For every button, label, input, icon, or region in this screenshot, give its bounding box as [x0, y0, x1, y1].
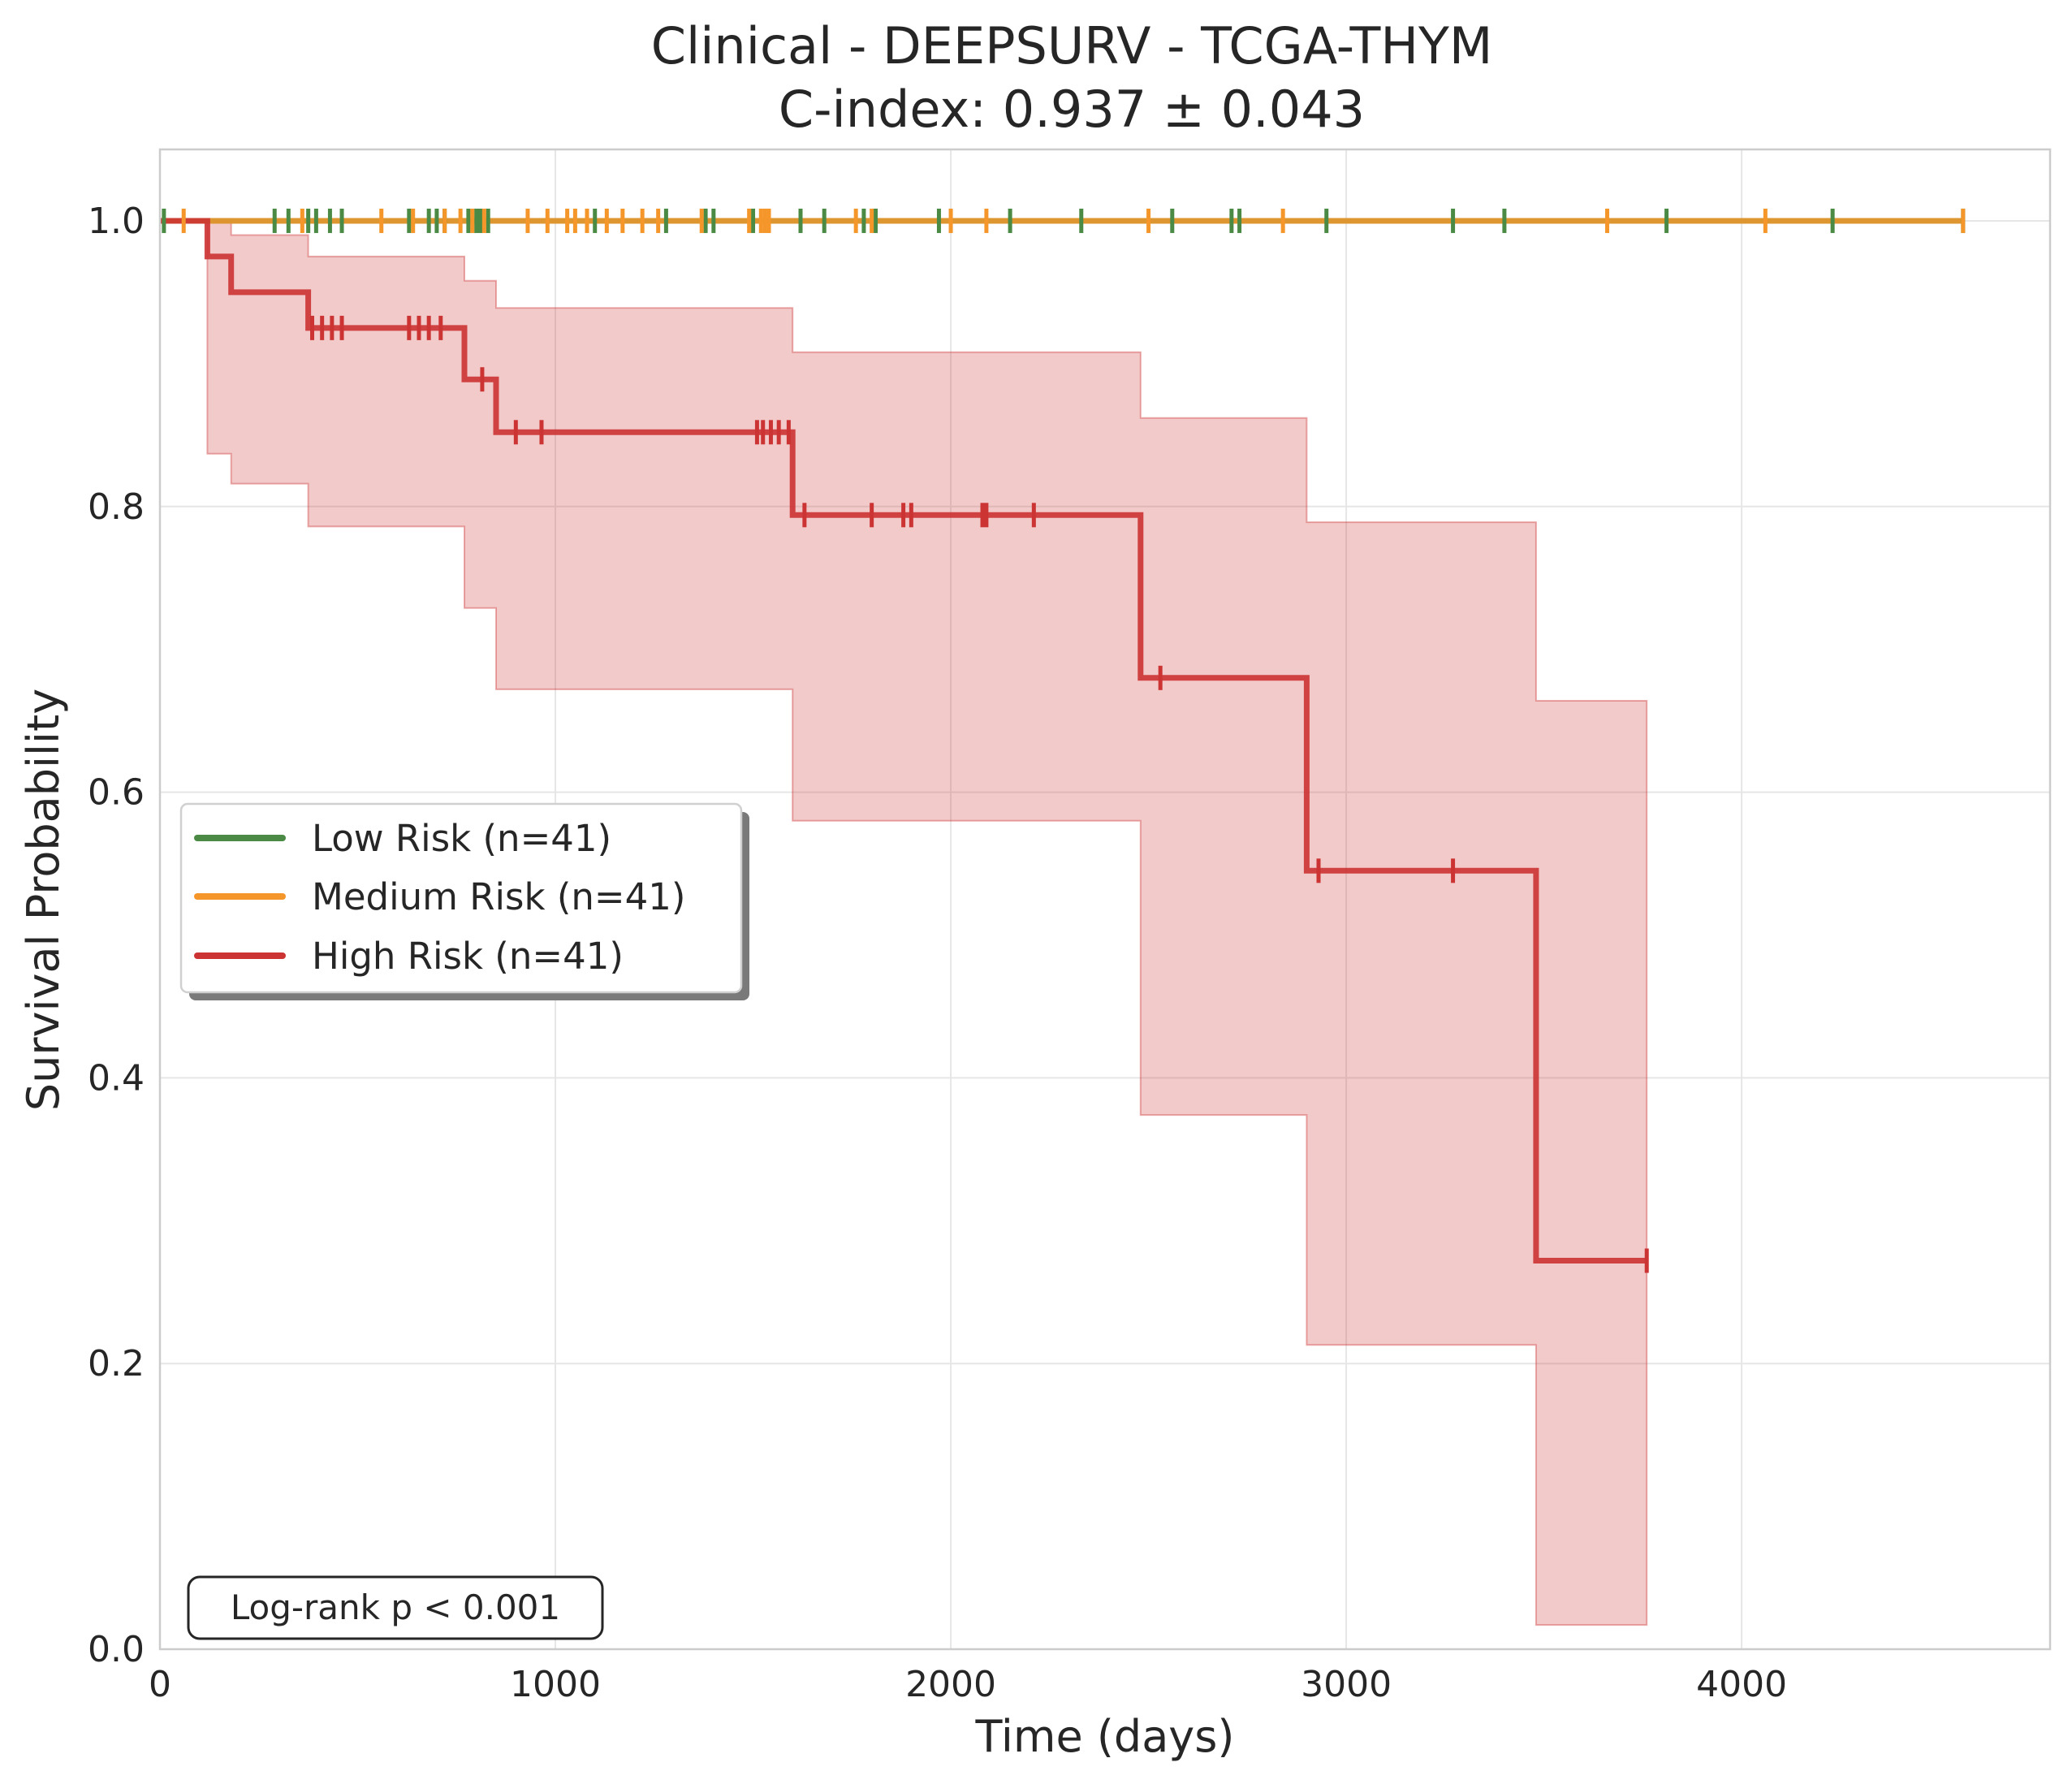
logrank-annotation: Log-rank p < 0.001 [187, 1575, 604, 1640]
y-tick-label: 0.8 [88, 486, 145, 528]
chart-subtitle: C-index: 0.937 ± 0.043 [779, 80, 1365, 139]
y-axis-ticks: 0.0 0.2 0.4 0.6 0.8 1.0 [88, 201, 145, 1670]
y-tick-label: 0.0 [88, 1629, 145, 1670]
annotation-box [187, 1575, 604, 1640]
x-axis-label: Time (days) [975, 1711, 1235, 1762]
y-axis-label: Survival Probability [18, 689, 69, 1111]
x-tick-label: 0 [149, 1664, 171, 1705]
annotation-text: Log-rank p < 0.001 [231, 1587, 560, 1627]
y-tick-label: 1.0 [88, 201, 145, 242]
y-tick-label: 0.6 [88, 772, 145, 814]
x-tick-label: 1000 [510, 1664, 601, 1705]
x-tick-label: 2000 [905, 1664, 996, 1705]
y-tick-label: 0.4 [88, 1057, 145, 1099]
legend-label-medium-risk: Medium Risk (n=41) [312, 875, 685, 918]
x-axis-ticks: 0 1000 2000 3000 4000 [149, 1664, 1787, 1705]
confidence-bands [160, 220, 1648, 1626]
y-tick-label: 0.2 [88, 1343, 145, 1384]
legend-box [179, 802, 743, 994]
censor-marks [162, 208, 1966, 1273]
legend-label-low-risk: Low Risk (n=41) [312, 817, 611, 860]
legend-label-high-risk: High Risk (n=41) [312, 935, 624, 978]
ci-band-high-risk [160, 220, 1648, 1626]
chart-title: Clinical - DEEPSURV - TCGA-THYM [651, 16, 1493, 76]
survival-curve-high-risk [160, 218, 1647, 1263]
plot-frame [158, 148, 2052, 1651]
x-tick-label: 4000 [1696, 1664, 1787, 1705]
x-tick-label: 3000 [1301, 1664, 1392, 1705]
legend: Low Risk (n=41) Medium Risk (n=41) High … [179, 802, 749, 1000]
